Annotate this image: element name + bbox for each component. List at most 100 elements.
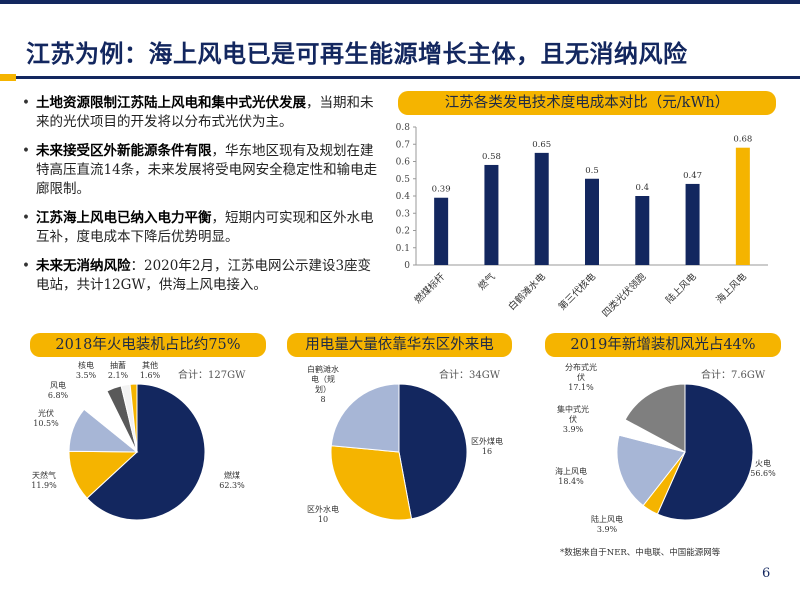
pie-slice-label: 区外煤电 xyxy=(471,436,503,446)
bar xyxy=(534,152,549,265)
pie-slice xyxy=(330,383,400,453)
x-tick-label: 燃气 xyxy=(476,270,498,292)
bar-data-label: 0.39 xyxy=(432,185,451,195)
pie-slice-label: 抽蓄 xyxy=(110,360,126,370)
y-tick-label: 0.7 xyxy=(396,140,411,150)
bullet-dot-icon: • xyxy=(22,210,30,226)
x-tick-label: 四类光伏领跑 xyxy=(600,270,649,319)
y-tick-label: 0.2 xyxy=(396,227,410,237)
title-accent-mark xyxy=(0,74,16,81)
pie-slice-value: 18.4% xyxy=(558,477,584,486)
bullet-item: • 未来接受区外新能源条件有限，华东地区现有及规划在建特高压直流14条，未来发展… xyxy=(22,142,382,199)
bar-data-label: 0.68 xyxy=(733,135,752,145)
pie-slice-value: 16 xyxy=(482,447,492,456)
bullet-text: ：2020年2月，江苏电网公示建设3座变电站，共计12GW，供海上风电接入。 xyxy=(36,258,372,293)
pie-slice-value: 10.5% xyxy=(33,419,59,428)
y-tick-label: 0.6 xyxy=(396,158,411,168)
bullet-text: ，短期内可实现和区外水电互补，度电成本下降后优势明显。 xyxy=(36,210,374,245)
bar xyxy=(585,178,599,265)
bullet-item: • 江苏海上风电已纳入电力平衡，短期内可实现和区外水电互补，度电成本下降后优势明… xyxy=(22,209,382,247)
bar-data-label: 0.5 xyxy=(585,166,599,176)
top-accent-bar xyxy=(0,0,800,4)
bar xyxy=(635,196,650,265)
y-tick-label: 0.1 xyxy=(396,244,410,254)
bar-data-label: 0.47 xyxy=(683,171,702,181)
pie-slice-label: 光伏 xyxy=(38,408,54,418)
pie-chart-title: 用电量大量依靠华东区外来电 xyxy=(287,333,512,357)
pie-slice-label: 分布式光 xyxy=(565,362,597,372)
pie-slice-value: 62.3% xyxy=(219,481,245,490)
pie-slice-value: 3.9% xyxy=(597,525,618,534)
x-tick-label: 陆上风电 xyxy=(663,270,699,306)
pie-slice-label: 风电 xyxy=(50,380,66,390)
pie-slice-value: 8 xyxy=(320,395,325,404)
pie-total-label: 合计：7.6GW xyxy=(701,368,766,381)
x-tick-label: 燃煤标杆 xyxy=(412,270,448,306)
page-number: 6 xyxy=(762,566,771,581)
pie-slice-value: 17.1% xyxy=(568,383,594,392)
pie-slice-label: 区外水电 xyxy=(307,504,339,514)
pie-slice xyxy=(624,383,686,453)
pie-chart-title: 2018年火电装机占比约75% xyxy=(30,333,266,357)
y-tick-label: 0.8 xyxy=(396,123,411,133)
pie-slice-value: 10 xyxy=(318,515,328,524)
pie-slice-value: 3.5% xyxy=(76,371,97,380)
x-tick-label: 白鹤滩水电 xyxy=(506,270,548,312)
y-tick-label: 0 xyxy=(404,261,410,271)
bar xyxy=(484,164,499,265)
pie-slice xyxy=(656,383,754,521)
bullet-dot-icon: • xyxy=(22,143,30,159)
pie-slice-value: 2.1% xyxy=(108,371,129,380)
pie-slice xyxy=(129,383,138,453)
bullet-list: • 土地资源限制江苏陆上风电和集中式光伏发展，当期和未来的光伏项目的开发将以分布… xyxy=(22,94,382,305)
bullet-item: • 未来无消纳风险：2020年2月，江苏电网公示建设3座变电站，共计12GW，供… xyxy=(22,257,382,295)
y-tick-label: 0.3 xyxy=(396,209,411,219)
pie-slice-value: 56.6% xyxy=(750,469,776,478)
pie-total-label: 合计：34GW xyxy=(439,368,501,381)
pie-slice-value: 6.8% xyxy=(48,391,69,400)
pie-slice-label: 划） xyxy=(315,384,331,394)
x-tick-label: 第三代核电 xyxy=(556,270,598,312)
pie-slice xyxy=(86,383,206,521)
bar-data-label: 0.65 xyxy=(532,140,551,150)
pie-slice-label: 陆上风电 xyxy=(591,514,623,524)
pie-slice-label: 其他 xyxy=(142,360,158,370)
pie-slice-label: 海上风电 xyxy=(555,466,587,476)
pie-slice-label: 伏 xyxy=(577,372,585,382)
bar-data-label: 0.58 xyxy=(482,152,501,162)
bar-chart: 0 0.1 0.2 0.3 0.4 0.5 0.6 0.7 0.8 0.39 燃煤标杆 0.58 燃气 0… xyxy=(396,123,768,319)
bar xyxy=(735,147,750,265)
pie-slice-label: 白鹤滩水 xyxy=(307,364,339,374)
pie-slice-label: 火电 xyxy=(755,458,771,468)
pie-slice-label: 伏 xyxy=(569,414,577,424)
pie-total-label: 合计：127GW xyxy=(178,368,246,381)
y-tick-label: 0.4 xyxy=(396,192,411,202)
pie-slice xyxy=(616,434,686,507)
bar-chart-title: 江苏各类发电技术度电成本对比（元/kWh） xyxy=(398,91,776,115)
x-tick-label: 海上风电 xyxy=(714,270,750,306)
pie-chart-2019-new-capacity: 火电56.6%陆上风电3.9%海上风电18.4%集中式光伏3.9%分布式光伏17… xyxy=(555,362,776,534)
title-underline xyxy=(0,76,800,79)
bullet-bold: 未来接受区外新能源条件有限 xyxy=(36,143,212,159)
pie-slice-value: 1.6% xyxy=(140,371,161,380)
page-title: 江苏为例：海上风电已是可再生能源增长主体，且无消纳风险 xyxy=(26,39,688,68)
pie-slice-label: 燃煤 xyxy=(224,470,240,480)
bullet-bold: 未来无消纳风险 xyxy=(36,258,131,274)
bullet-dot-icon: • xyxy=(22,95,30,111)
pie-slice-label: 核电 xyxy=(78,360,94,370)
pie-slice-value: 11.9% xyxy=(31,481,57,490)
bullet-bold: 土地资源限制江苏陆上风电和集中式光伏发展 xyxy=(36,95,306,111)
pie-chart-title: 2019年新增装机风光占44% xyxy=(545,333,781,357)
footnote: *数据来自于NER、中电联、中国能源网等 xyxy=(560,548,721,558)
pie-slice-label: 集中式光 xyxy=(557,404,589,414)
bullet-item: • 土地资源限制江苏陆上风电和集中式光伏发展，当期和未来的光伏项目的开发将以分布… xyxy=(22,94,382,132)
bar-data-label: 0.4 xyxy=(636,183,650,193)
pie-slice-value: 3.9% xyxy=(563,425,584,434)
pie-slice-label: 天然气 xyxy=(32,470,56,480)
bullet-text: ，当期和未来的光伏项目的开发将以分布式光伏为主。 xyxy=(36,95,374,130)
bullet-dot-icon: • xyxy=(22,258,30,274)
bullet-text: ，华东地区现有及规划在建特高压直流14条，未来发展将受电网安全稳定性和输电走廊限… xyxy=(36,143,378,197)
pie-slice-label: 电（规 xyxy=(311,374,335,384)
